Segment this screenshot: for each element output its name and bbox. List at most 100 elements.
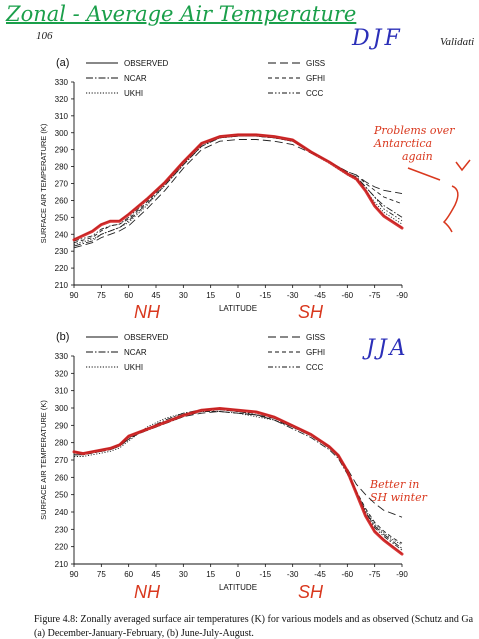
x-tick-label: -45 — [314, 291, 326, 300]
y-tick-label: 300 — [55, 129, 69, 138]
y-tick-label: 230 — [55, 247, 69, 256]
y-tick-label: 240 — [55, 230, 69, 239]
x-tick-label: 0 — [236, 570, 241, 579]
figure-caption-subline: (a) December-January-February, (b) June-… — [34, 628, 254, 639]
x-tick-label: -90 — [396, 291, 408, 300]
y-tick-label: 270 — [55, 180, 69, 189]
x-tick-label: 60 — [124, 570, 133, 579]
legend-entry: UKHI — [124, 89, 143, 98]
y-tick-label: 300 — [55, 404, 69, 413]
note-line: Better in — [370, 478, 420, 491]
legend-entry: GISS — [306, 333, 325, 342]
y-tick-label: 290 — [55, 146, 69, 155]
x-tick-label: 0 — [236, 291, 241, 300]
note-line: SH winter — [370, 491, 427, 504]
x-axis-title: LATITUDE — [219, 583, 257, 592]
panel-label: (a) — [56, 57, 69, 69]
x-tick-label: -75 — [369, 291, 381, 300]
legend-entry: GISS — [306, 59, 325, 68]
x-tick-label: -60 — [342, 570, 354, 579]
y-tick-label: 230 — [55, 525, 69, 534]
observed-highlight — [72, 133, 404, 242]
hemisphere-label-sh: SH — [298, 582, 324, 602]
y-tick-label: 240 — [55, 508, 69, 517]
legend-entry: CCC — [306, 89, 324, 98]
y-tick-label: 260 — [55, 473, 69, 482]
series-line — [74, 409, 403, 549]
y-axis-title: SURFACE AIR TEMPERATURE (K) — [39, 400, 48, 520]
panel-label: (b) — [56, 331, 69, 343]
x-tick-label: -30 — [287, 291, 299, 300]
y-tick-label: 290 — [55, 421, 69, 430]
y-tick-label: 280 — [55, 163, 69, 172]
x-tick-label: 15 — [206, 291, 215, 300]
y-tick-label: 280 — [55, 439, 69, 448]
season-label-jja: JJA — [366, 336, 409, 361]
legend-entry: NCAR — [124, 348, 147, 357]
series-line — [73, 135, 403, 242]
legend-entry: CCC — [306, 363, 324, 372]
figure-caption: Figure 4.8: Zonally averaged surface air… — [34, 614, 474, 625]
y-tick-label: 210 — [55, 281, 69, 290]
series-line — [74, 411, 403, 546]
x-tick-label: 75 — [97, 291, 106, 300]
hemisphere-label-nh: NH — [134, 582, 161, 602]
y-tick-label: 330 — [55, 78, 69, 87]
series-line — [73, 135, 403, 245]
legend-entry: GFHI — [306, 348, 325, 357]
x-tick-label: 45 — [152, 291, 161, 300]
brace-mark — [442, 185, 459, 233]
series-line — [74, 411, 403, 544]
note-line: again — [402, 150, 433, 163]
hemisphere-label-sh: SH — [298, 302, 324, 322]
y-tick-label: 250 — [55, 491, 69, 500]
x-tick-label: 60 — [124, 291, 133, 300]
arrow-mark — [455, 159, 471, 172]
legend-entry: OBSERVED — [124, 59, 169, 68]
x-tick-label: 30 — [179, 570, 188, 579]
hemisphere-label-nh: NH — [134, 302, 161, 322]
x-tick-label: -15 — [260, 291, 272, 300]
legend-entry: OBSERVED — [124, 333, 169, 342]
running-head: Validati — [440, 36, 475, 48]
y-tick-label: 310 — [55, 112, 69, 121]
y-tick-label: 210 — [55, 560, 69, 569]
x-tick-label: -60 — [342, 291, 354, 300]
y-tick-label: 310 — [55, 387, 69, 396]
x-tick-label: 90 — [70, 570, 79, 579]
x-tick-label: -15 — [260, 570, 272, 579]
y-tick-label: 270 — [55, 456, 69, 465]
series-line — [74, 409, 403, 551]
y-tick-label: 260 — [55, 196, 69, 205]
page-number: 106 — [36, 30, 53, 42]
legend-entry: NCAR — [124, 74, 147, 83]
season-label-djf: DJF — [352, 26, 403, 51]
y-tick-label: 220 — [55, 264, 69, 273]
x-tick-label: -75 — [369, 570, 381, 579]
x-tick-label: -45 — [314, 570, 326, 579]
y-tick-label: 220 — [55, 543, 69, 552]
annotation-note-jja: Better in SH winter — [370, 478, 427, 504]
legend-entry: UKHI — [124, 363, 143, 372]
arrow-mark — [407, 167, 441, 181]
note-line: Antarctica — [374, 137, 433, 150]
legend-entry: GFHI — [306, 74, 325, 83]
series-line — [74, 411, 403, 518]
x-tick-label: 45 — [152, 570, 161, 579]
y-tick-label: 320 — [55, 95, 69, 104]
x-tick-label: 75 — [97, 570, 106, 579]
y-tick-label: 320 — [55, 369, 69, 378]
x-tick-label: -90 — [396, 570, 408, 579]
note-line: Problems over — [374, 124, 455, 137]
y-tick-label: 330 — [55, 352, 69, 361]
y-axis-title: SURFACE AIR TEMPERATURE (K) — [39, 123, 48, 243]
x-tick-label: 15 — [206, 570, 215, 579]
annotation-note-djf: Problems over Antarctica again — [374, 124, 455, 163]
x-tick-label: 90 — [70, 291, 79, 300]
x-tick-label: 30 — [179, 291, 188, 300]
observed-highlight — [72, 407, 404, 556]
